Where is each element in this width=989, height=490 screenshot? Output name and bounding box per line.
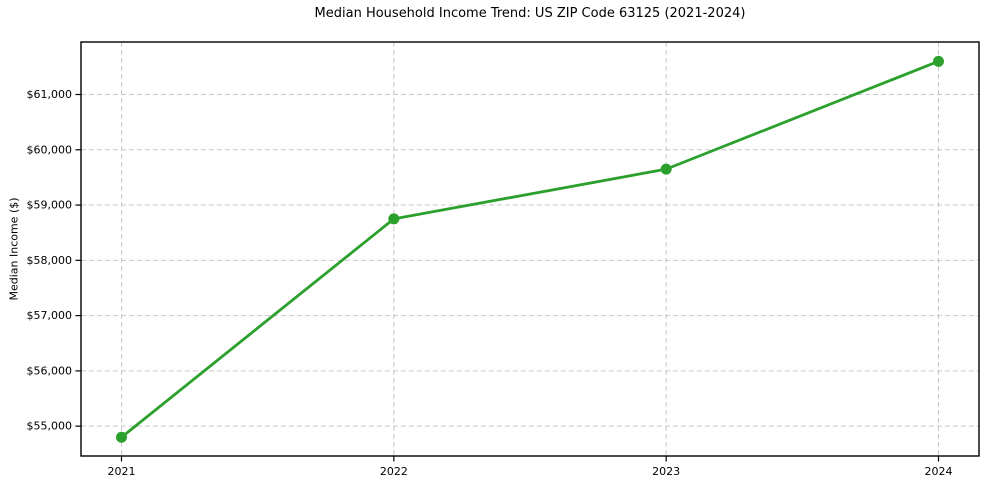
trend-line bbox=[120, 59, 940, 439]
data-point-2024 bbox=[933, 55, 944, 67]
y-tick-label: $55,000 bbox=[27, 420, 73, 433]
y-tick-label: $58,000 bbox=[27, 254, 73, 267]
y-tick-label: $57,000 bbox=[27, 309, 73, 322]
data-point-2021 bbox=[116, 431, 127, 443]
chart-title: Median Household Income Trend: US ZIP Co… bbox=[314, 6, 746, 21]
x-tick-label: 2021 bbox=[108, 465, 136, 478]
data-point-2022 bbox=[388, 213, 400, 225]
x-tick-label: 2024 bbox=[925, 465, 953, 478]
y-tick-label: $60,000 bbox=[27, 143, 73, 156]
x-tick-label: 2022 bbox=[380, 465, 408, 478]
y-tick-label: $56,000 bbox=[27, 364, 73, 377]
y-tick-label: $61,000 bbox=[27, 88, 73, 101]
x-tick-label: 2023 bbox=[652, 465, 680, 478]
y-tick-label: $59,000 bbox=[27, 199, 73, 212]
data-point-2023 bbox=[660, 163, 672, 175]
plot-border bbox=[80, 41, 980, 457]
